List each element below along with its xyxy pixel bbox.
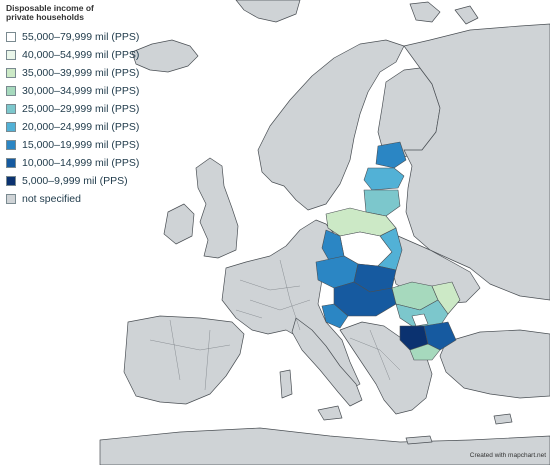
region-greenland bbox=[235, 0, 301, 23]
legend-swatch bbox=[6, 68, 16, 78]
legend-items: 55,000–79,999 mil (PPS) 40,000–54,999 mil… bbox=[6, 28, 168, 208]
region-cyprus bbox=[493, 413, 513, 425]
legend-swatch bbox=[6, 122, 16, 132]
legend-swatch bbox=[6, 32, 16, 42]
region-great-britain bbox=[195, 157, 239, 259]
region-ireland bbox=[163, 203, 195, 245]
legend-label: 25,000–29,999 mil (PPS) bbox=[22, 103, 140, 115]
legend-label: 40,000–54,999 mil (PPS) bbox=[22, 49, 140, 61]
region-north-islands bbox=[409, 1, 441, 23]
region-iberia bbox=[123, 315, 245, 405]
legend-item: 55,000–79,999 mil (PPS) bbox=[6, 28, 168, 46]
credit-text: Created with mapchart.net bbox=[469, 452, 546, 459]
region-north-africa bbox=[99, 427, 550, 465]
legend-item: 10,000–14,999 mil (PPS) bbox=[6, 154, 168, 172]
legend-swatch bbox=[6, 86, 16, 96]
legend-swatch bbox=[6, 194, 16, 204]
legend-swatch bbox=[6, 176, 16, 186]
legend-item: 20,000–24,999 mil (PPS) bbox=[6, 118, 168, 136]
legend-swatch bbox=[6, 158, 16, 168]
region-bulgaria-south bbox=[409, 343, 441, 361]
legend-item: 25,000–29,999 mil (PPS) bbox=[6, 100, 168, 118]
region-scandinavia bbox=[257, 39, 405, 211]
region-sicily bbox=[317, 405, 343, 421]
region-crete bbox=[405, 435, 433, 445]
legend-swatch bbox=[6, 50, 16, 60]
legend-label: 10,000–14,999 mil (PPS) bbox=[22, 157, 140, 169]
region-lithuania bbox=[363, 189, 401, 217]
region-croatia bbox=[321, 303, 349, 329]
region-romania-east bbox=[431, 281, 461, 315]
legend-label: not specified bbox=[22, 193, 81, 205]
legend-item: 35,000–39,999 mil (PPS) bbox=[6, 64, 168, 82]
region-romania-south bbox=[395, 299, 449, 327]
region-turkey bbox=[439, 329, 550, 399]
legend-label: 20,000–24,999 mil (PPS) bbox=[22, 121, 140, 133]
legend-label: 55,000–79,999 mil (PPS) bbox=[22, 31, 140, 43]
legend-swatch bbox=[6, 140, 16, 150]
legend-item: not specified bbox=[6, 190, 168, 208]
legend-title: Disposable income of private households bbox=[6, 3, 94, 22]
region-north-islands-2 bbox=[454, 5, 479, 25]
region-latvia bbox=[363, 167, 405, 191]
legend-label: 35,000–39,999 mil (PPS) bbox=[22, 67, 140, 79]
legend-item: 5,000–9,999 mil (PPS) bbox=[6, 172, 168, 190]
region-bulgaria-east bbox=[423, 321, 457, 351]
region-italy bbox=[291, 317, 363, 407]
region-russia bbox=[403, 23, 550, 301]
legend-item: 15,000–19,999 mil (PPS) bbox=[6, 136, 168, 154]
legend-label: 5,000–9,999 mil (PPS) bbox=[22, 175, 128, 187]
region-estonia bbox=[375, 141, 407, 169]
legend-label: 30,000–34,999 mil (PPS) bbox=[22, 85, 140, 97]
legend-swatch bbox=[6, 104, 16, 114]
region-sardinia bbox=[279, 369, 293, 399]
legend-item: 30,000–34,999 mil (PPS) bbox=[6, 82, 168, 100]
legend-item: 40,000–54,999 mil (PPS) bbox=[6, 46, 168, 64]
legend-label: 15,000–19,999 mil (PPS) bbox=[22, 139, 140, 151]
region-iceland bbox=[131, 39, 199, 73]
legend: Disposable income of private households … bbox=[6, 4, 168, 208]
region-serbia-pale bbox=[411, 313, 429, 327]
